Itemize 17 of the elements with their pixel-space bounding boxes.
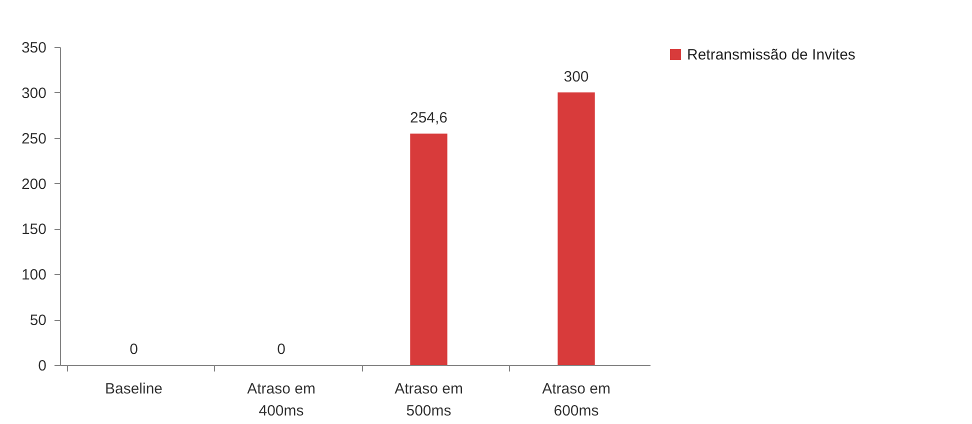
x-tick-label: Atraso em 600ms xyxy=(542,380,610,420)
y-tick-label: 100 xyxy=(21,266,46,284)
y-tick-label: 250 xyxy=(21,130,46,148)
y-tick-label: 200 xyxy=(21,176,46,193)
y-tick-label: 300 xyxy=(21,84,46,102)
y-tick-label: 0 xyxy=(38,358,46,374)
data-label: 0 xyxy=(277,341,286,358)
y-tick-label: 350 xyxy=(21,40,46,56)
y-tick-label: 150 xyxy=(21,221,46,238)
legend-label: Retransmissão de Invites xyxy=(687,46,856,64)
x-tick-label: Atraso em 500ms xyxy=(394,380,463,420)
x-tick-label: Baseline xyxy=(104,380,163,398)
data-label: 300 xyxy=(564,68,589,86)
data-label: 0 xyxy=(130,341,138,358)
x-tick-label: Atraso em 400ms xyxy=(247,380,316,420)
data-label: 254,6 xyxy=(410,110,448,127)
y-tick-label: 50 xyxy=(30,312,46,330)
